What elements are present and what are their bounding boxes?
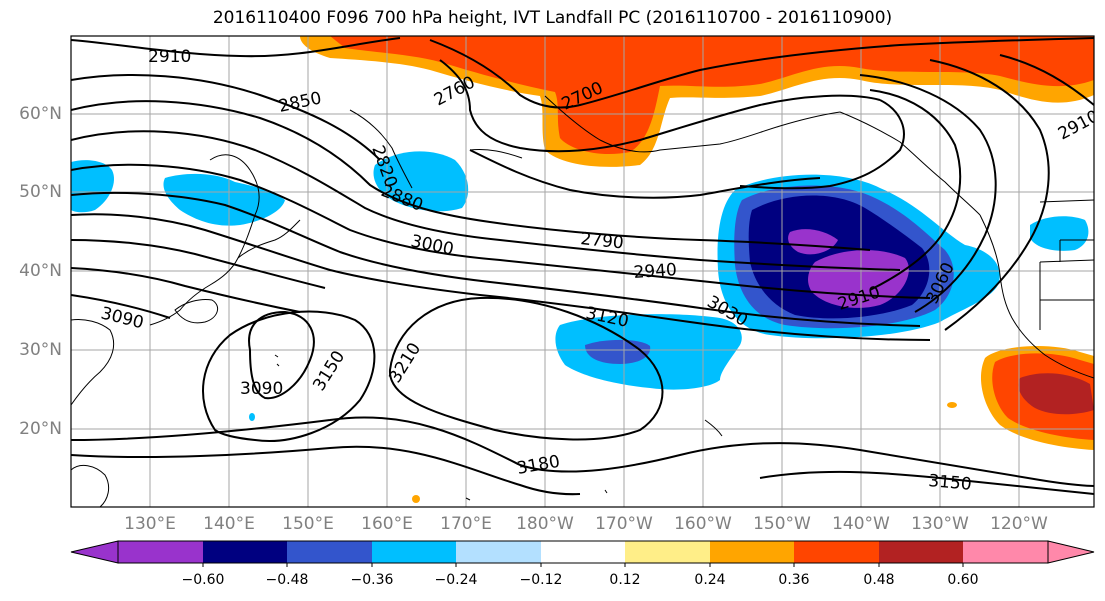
lon-label: 160°W — [674, 514, 732, 534]
colorbar-tick-label: −0.60 — [181, 572, 225, 588]
colorbar-tick-label: 0.12 — [609, 572, 641, 588]
colorbar-tick-label: −0.12 — [519, 572, 563, 588]
lon-label: 140°W — [832, 514, 890, 534]
height-contours — [71, 37, 1094, 496]
lon-label: 150°W — [753, 514, 811, 534]
coastlines — [71, 95, 1094, 507]
colorbar-tick-label: 0.48 — [863, 572, 895, 588]
colorbar-tick-label: 0.24 — [694, 572, 726, 588]
colorbar — [70, 540, 1095, 567]
lon-label: 160°E — [361, 514, 413, 534]
lat-label: 50°N — [19, 182, 62, 202]
lon-label: 140°E — [203, 514, 255, 534]
lat-label: 60°N — [19, 104, 62, 124]
lon-label: 130°E — [124, 514, 176, 534]
gridlines — [71, 36, 1094, 507]
map-title: 2016110400 F096 700 hPa height, IVT Land… — [212, 8, 893, 28]
lon-label: 170°W — [595, 514, 653, 534]
colorbar-tick-label: −0.48 — [265, 572, 309, 588]
lon-label: 120°W — [990, 514, 1048, 534]
lon-label: 150°E — [282, 514, 334, 534]
colorbar-tick-label: 0.60 — [947, 572, 979, 588]
lon-label: 180°W — [516, 514, 574, 534]
colorbar-tick-label: 0.36 — [778, 572, 810, 588]
contour-label: 3150 — [928, 471, 973, 495]
colorbar-extend-low — [70, 540, 119, 564]
colorbar-tick-label: −0.36 — [350, 572, 394, 588]
lon-label: 130°W — [911, 514, 969, 534]
positive-anomaly-shading — [300, 36, 1094, 503]
map-frame — [70, 35, 1095, 508]
contour-label: 2910 — [148, 47, 191, 67]
contour-label: 2790 — [579, 229, 624, 253]
lat-label: 30°N — [19, 340, 62, 360]
contour-label: 3090 — [240, 379, 283, 399]
colorbar-extend-high — [1047, 540, 1095, 564]
colorbar-tick-label: −0.24 — [434, 572, 478, 588]
lat-label: 40°N — [19, 261, 62, 281]
lon-label: 170°E — [440, 514, 492, 534]
contour-label: 2940 — [633, 260, 678, 283]
lat-label: 20°N — [19, 419, 62, 439]
